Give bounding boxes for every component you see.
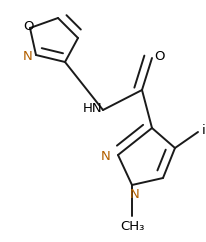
Text: N: N — [130, 189, 140, 202]
Text: N: N — [101, 151, 111, 164]
Text: O: O — [24, 20, 34, 32]
Text: CH₃: CH₃ — [120, 219, 144, 233]
Text: O: O — [155, 50, 165, 62]
Text: N: N — [23, 51, 33, 63]
Text: i: i — [202, 123, 206, 136]
Text: HN: HN — [83, 103, 103, 115]
